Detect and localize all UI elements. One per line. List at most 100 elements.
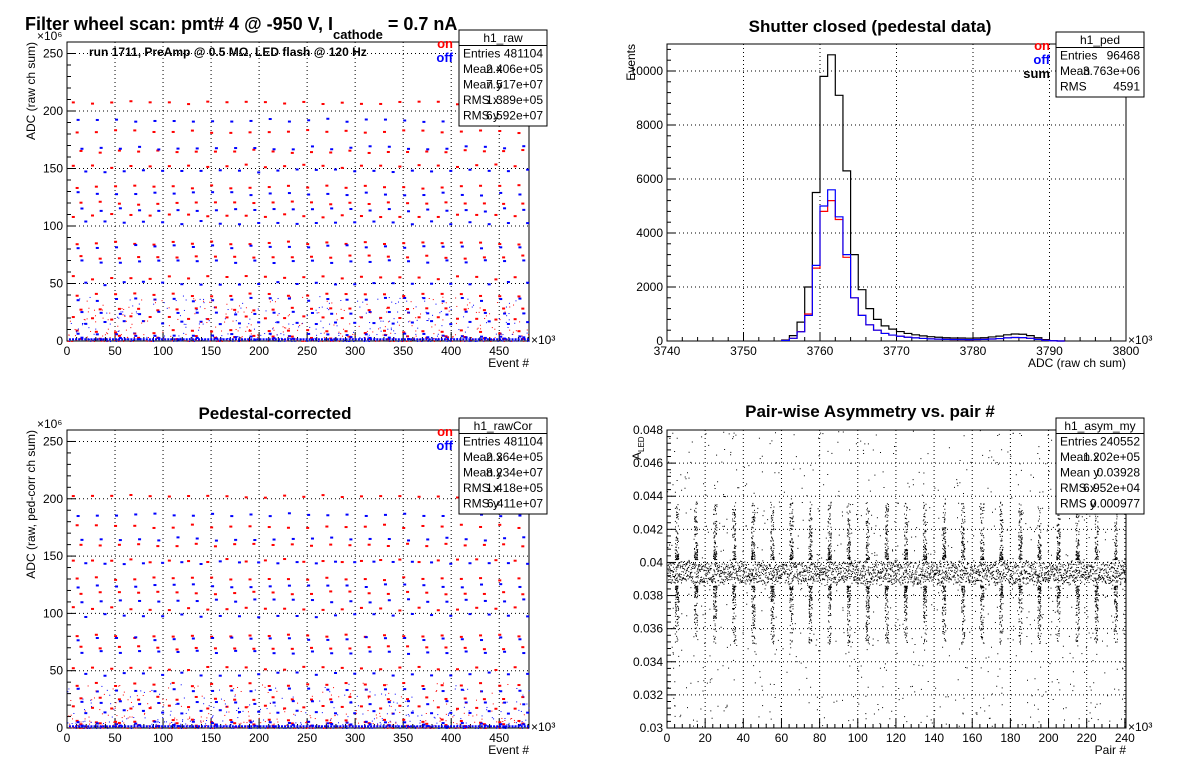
data-point: [324, 727, 326, 729]
data-point: [187, 724, 189, 726]
data-point: [330, 725, 333, 728]
data-point: [157, 337, 161, 340]
data-point: [527, 340, 529, 342]
data-point: [146, 336, 148, 338]
data-point: [78, 723, 80, 725]
data-point: [133, 337, 135, 339]
data-point: [90, 702, 92, 704]
data-point: [456, 558, 460, 561]
data-point: [491, 338, 493, 340]
x-multiplier: ×10³: [531, 720, 555, 734]
data-point: [257, 337, 259, 339]
data-point: [214, 539, 218, 542]
data-point: [131, 340, 133, 342]
data-point: [425, 202, 429, 205]
data-point: [315, 727, 317, 729]
data-point: [328, 309, 330, 311]
data-point: [308, 727, 310, 729]
data-point: [267, 577, 271, 580]
x-tick-label: 3750: [730, 344, 757, 358]
data-point: [313, 727, 315, 729]
data-point: [171, 681, 175, 684]
data-point: [491, 710, 493, 712]
data-point: [172, 514, 176, 517]
stats-value: 0.03928: [1097, 466, 1141, 480]
data-point: [107, 339, 109, 341]
data-point: [138, 313, 142, 316]
data-point: [309, 715, 311, 717]
data-point: [169, 722, 171, 724]
data-point: [290, 699, 292, 701]
data-point: [430, 170, 434, 173]
data-point: [443, 682, 445, 684]
data-point: [523, 714, 525, 716]
data-point: [125, 329, 127, 331]
data-point: [393, 701, 395, 703]
data-point: [283, 727, 285, 729]
data-point: [468, 168, 472, 171]
data-point: [496, 727, 498, 729]
data-point: [249, 244, 253, 247]
data-point: [88, 338, 90, 340]
data-point: [426, 723, 428, 725]
stats-box: [1055, 31, 1145, 98]
main-title-prefix: Filter wheel scan: pmt# 4 @ -950 V, I: [25, 14, 333, 34]
data-point: [468, 714, 470, 716]
data-point: [344, 526, 348, 529]
data-point: [171, 240, 175, 243]
data-point: [439, 720, 441, 722]
data-point: [514, 338, 517, 341]
data-point: [123, 308, 125, 310]
data-point: [80, 727, 82, 729]
data-point: [276, 281, 280, 284]
data-point: [425, 712, 427, 714]
data-point: [234, 727, 236, 729]
data-point: [407, 321, 409, 323]
data-point: [406, 202, 410, 205]
data-point: [272, 538, 276, 541]
data-point: [251, 311, 253, 313]
data-point: [402, 295, 406, 298]
data-point: [171, 719, 175, 722]
data-point: [138, 260, 142, 263]
data-point: [343, 328, 345, 330]
data-point: [175, 308, 179, 311]
data-point: [463, 697, 467, 700]
data-point: [506, 222, 510, 225]
data-point: [300, 710, 302, 712]
data-point: [129, 558, 133, 561]
data-point: [85, 727, 87, 729]
data-point: [371, 720, 373, 722]
data-point: [422, 639, 426, 642]
data-point: [216, 726, 218, 728]
data-point: [102, 338, 105, 341]
data-point: [483, 336, 487, 339]
data-point: [169, 714, 171, 716]
data-point: [109, 312, 111, 314]
data-point: [379, 559, 383, 562]
data-point: [253, 702, 257, 705]
data-point: [216, 340, 218, 342]
data-point: [197, 339, 199, 341]
data-point: [432, 299, 434, 301]
data-point: [521, 149, 525, 152]
x-tick-label: 180: [1000, 731, 1020, 745]
data-point: [426, 312, 430, 315]
panel-pedestal-histogram: 3740 3750 3760 3770 3780 3790 3800020004000600…: [624, 17, 1152, 370]
data-point: [162, 717, 164, 719]
data-point: [206, 608, 210, 611]
data-point: [306, 186, 310, 189]
data-point: [92, 339, 94, 341]
data-point: [398, 316, 402, 319]
data-point: [234, 694, 236, 696]
y-tick-label: 250: [43, 434, 63, 448]
data-point: [68, 715, 70, 717]
data-point: [468, 221, 472, 224]
data-point: [253, 208, 257, 211]
data-point: [190, 718, 194, 721]
data-point: [283, 668, 287, 671]
data-point: [280, 725, 283, 728]
data-point: [191, 720, 195, 723]
data-point: [452, 337, 454, 339]
data-point: [296, 338, 299, 341]
